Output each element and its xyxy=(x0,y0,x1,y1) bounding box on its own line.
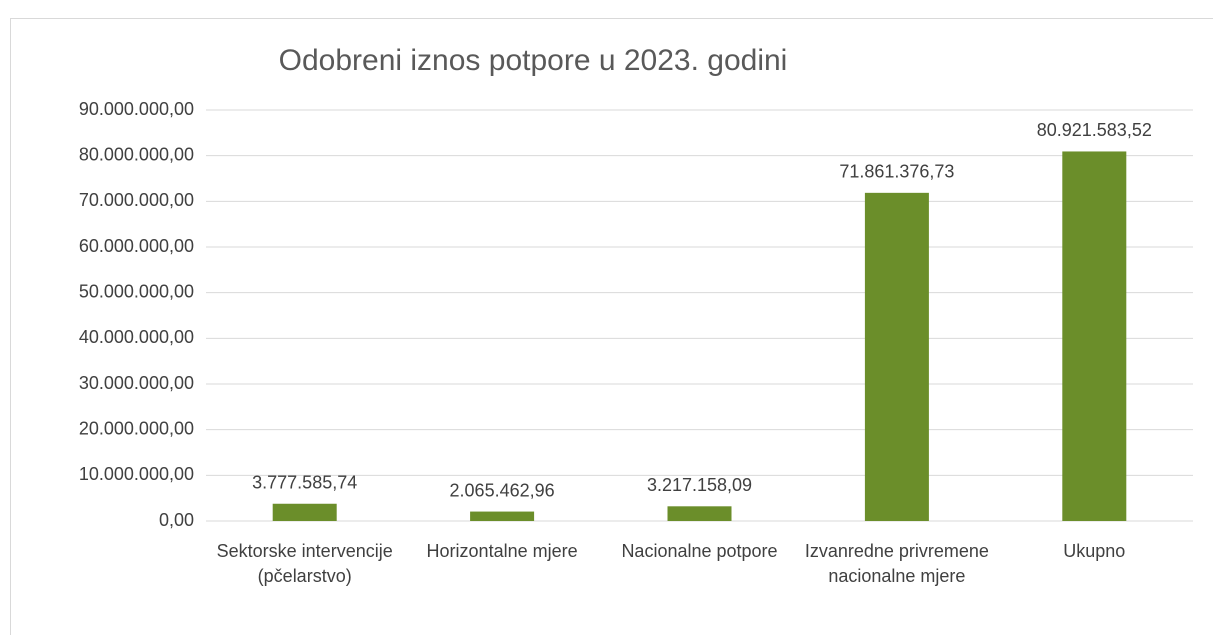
y-tick-label: 50.000.000,00 xyxy=(79,281,194,301)
data-label: 2.065.462,96 xyxy=(450,480,555,500)
x-tick-label: Sektorske intervencije (pčelarstvo) xyxy=(216,541,393,586)
bar xyxy=(272,503,337,521)
data-label: 80.921.583,52 xyxy=(1037,120,1152,140)
y-tick-label: 70.000.000,00 xyxy=(79,190,194,210)
y-tick-label: 80.000.000,00 xyxy=(79,144,194,164)
chart-title: Odobreni iznos potpore u 2023. godini xyxy=(279,44,788,77)
bar xyxy=(1062,151,1127,521)
data-label: 3.777.585,74 xyxy=(252,472,357,492)
chart-frame xyxy=(10,18,1213,635)
x-tick-label: Nacionalne potpore xyxy=(621,541,778,561)
y-tick-label: 20.000.000,00 xyxy=(79,418,194,438)
data-label: 71.861.376,73 xyxy=(839,162,954,182)
data-label: 3.217.158,09 xyxy=(647,475,752,495)
y-tick-label: 90.000.000,00 xyxy=(79,99,194,119)
y-tick-label: 40.000.000,00 xyxy=(79,327,194,347)
y-tick-label: 30.000.000,00 xyxy=(79,373,194,393)
y-tick-label: 0,00 xyxy=(159,510,194,530)
bar xyxy=(864,192,929,521)
y-tick-label: 10.000.000,00 xyxy=(79,464,194,484)
x-tick-label: Horizontalne mjere xyxy=(426,541,578,561)
x-tick-label: Ukupno xyxy=(1063,541,1126,561)
bar xyxy=(667,506,732,521)
bar xyxy=(470,511,535,521)
x-tick-label: Izvanredne privremene nacionalne mjere xyxy=(804,541,989,586)
y-tick-label: 60.000.000,00 xyxy=(79,236,194,256)
